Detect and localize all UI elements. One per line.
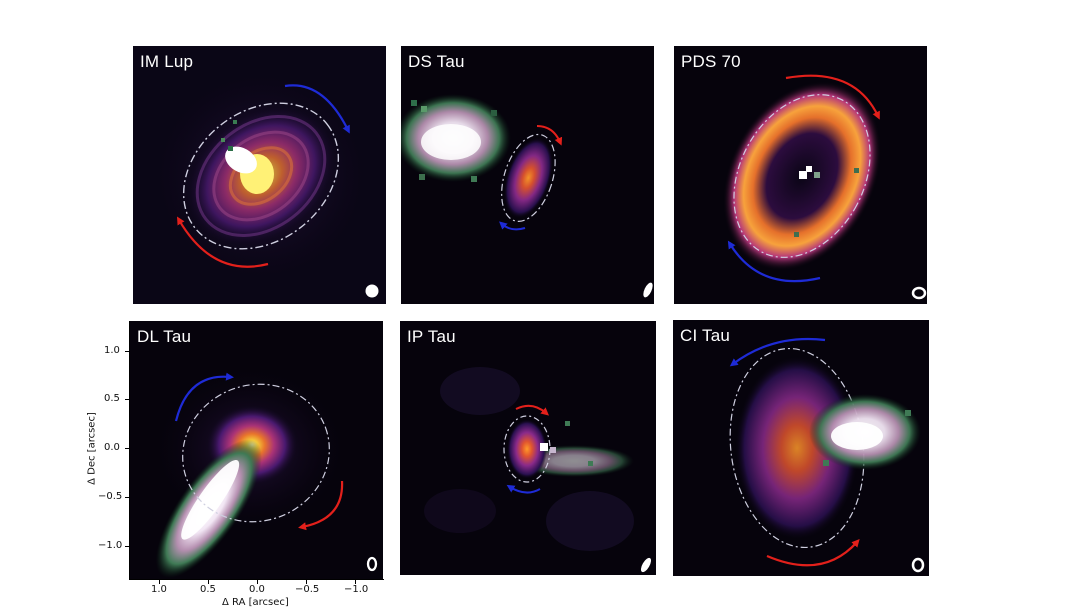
dl-tau-red-arrow xyxy=(298,480,344,531)
ci-tau-image xyxy=(673,320,929,576)
dl-tau-beam xyxy=(366,556,378,572)
ds-tau-blue-arrow xyxy=(499,221,526,231)
panel-pds-70: PDS 70 xyxy=(674,46,927,304)
ds-tau-image xyxy=(401,46,654,304)
ip-tau-red-arrow xyxy=(515,404,550,416)
y-tick xyxy=(125,448,129,449)
x-tick-label: 1.0 xyxy=(151,584,167,595)
ci-tau-beam xyxy=(911,557,925,573)
x-tick xyxy=(159,580,160,584)
pds-70-ellipse xyxy=(733,94,871,258)
y-tick-label: 0.5 xyxy=(104,393,120,404)
dl-tau-blue-arrow xyxy=(174,372,234,422)
ip-tau-image xyxy=(400,321,656,575)
im-lup-beam xyxy=(365,284,379,298)
ci-tau-blue-arrow xyxy=(729,337,826,367)
ci-tau-red-arrow xyxy=(766,539,860,567)
panel-title-im-lup: IM Lup xyxy=(140,52,194,71)
x-tick-label: −0.5 xyxy=(295,584,320,595)
im-lup-red-arrow xyxy=(176,216,269,268)
x-axis-label: Δ RA [arcsec] xyxy=(222,597,289,608)
pds-70-blue-arrow xyxy=(727,240,821,283)
dl-tau-ellipse xyxy=(182,383,330,523)
x-tick-label: 0.0 xyxy=(249,584,265,595)
y-tick xyxy=(125,497,129,498)
panel-title-pds-70: PDS 70 xyxy=(681,52,741,71)
ds-tau-red-arrow xyxy=(536,125,563,146)
dl-tau-image xyxy=(130,321,383,579)
panel-title-dl-tau: DL Tau xyxy=(137,327,192,346)
x-axis-line xyxy=(129,579,384,580)
im-lup-blue-arrow xyxy=(284,84,350,134)
y-tick-label: 1.0 xyxy=(104,345,120,356)
x-tick xyxy=(208,580,209,584)
panel-ci-tau: CI Tau xyxy=(673,320,929,576)
panel-ip-tau: IP Tau xyxy=(400,321,656,575)
im-lup-ellipse xyxy=(182,102,340,250)
y-tick-label: 0.0 xyxy=(104,442,120,453)
x-tick-label: 0.5 xyxy=(200,584,216,595)
panel-title-ci-tau: CI Tau xyxy=(680,326,731,345)
pds-70-image xyxy=(674,46,927,304)
y-tick-label: −0.5 xyxy=(98,491,123,502)
x-tick xyxy=(355,580,356,584)
panel-im-lup: IM Lup xyxy=(133,46,386,304)
panel-dl-tau: DL Tau xyxy=(130,321,383,579)
ip-tau-beam xyxy=(640,557,652,573)
y-axis-label: Δ Dec [arcsec] xyxy=(86,412,98,485)
y-tick xyxy=(125,546,129,547)
y-tick xyxy=(125,351,129,352)
x-tick xyxy=(257,580,258,584)
y-axis-line xyxy=(129,321,130,580)
panel-ds-tau: DS Tau xyxy=(401,46,654,304)
x-tick-label: −1.0 xyxy=(344,584,369,595)
panel-title-ds-tau: DS Tau xyxy=(408,52,465,71)
y-tick-label: −1.0 xyxy=(98,540,123,551)
ip-tau-blue-arrow xyxy=(506,484,541,494)
ds-tau-beam xyxy=(643,282,653,298)
ds-tau-ellipse xyxy=(501,133,556,222)
im-lup-image xyxy=(133,46,386,304)
y-tick xyxy=(125,399,129,400)
panel-title-ip-tau: IP Tau xyxy=(407,327,456,346)
pds-70-beam xyxy=(911,286,927,300)
x-tick xyxy=(306,580,307,584)
pds-70-red-arrow xyxy=(785,74,880,120)
